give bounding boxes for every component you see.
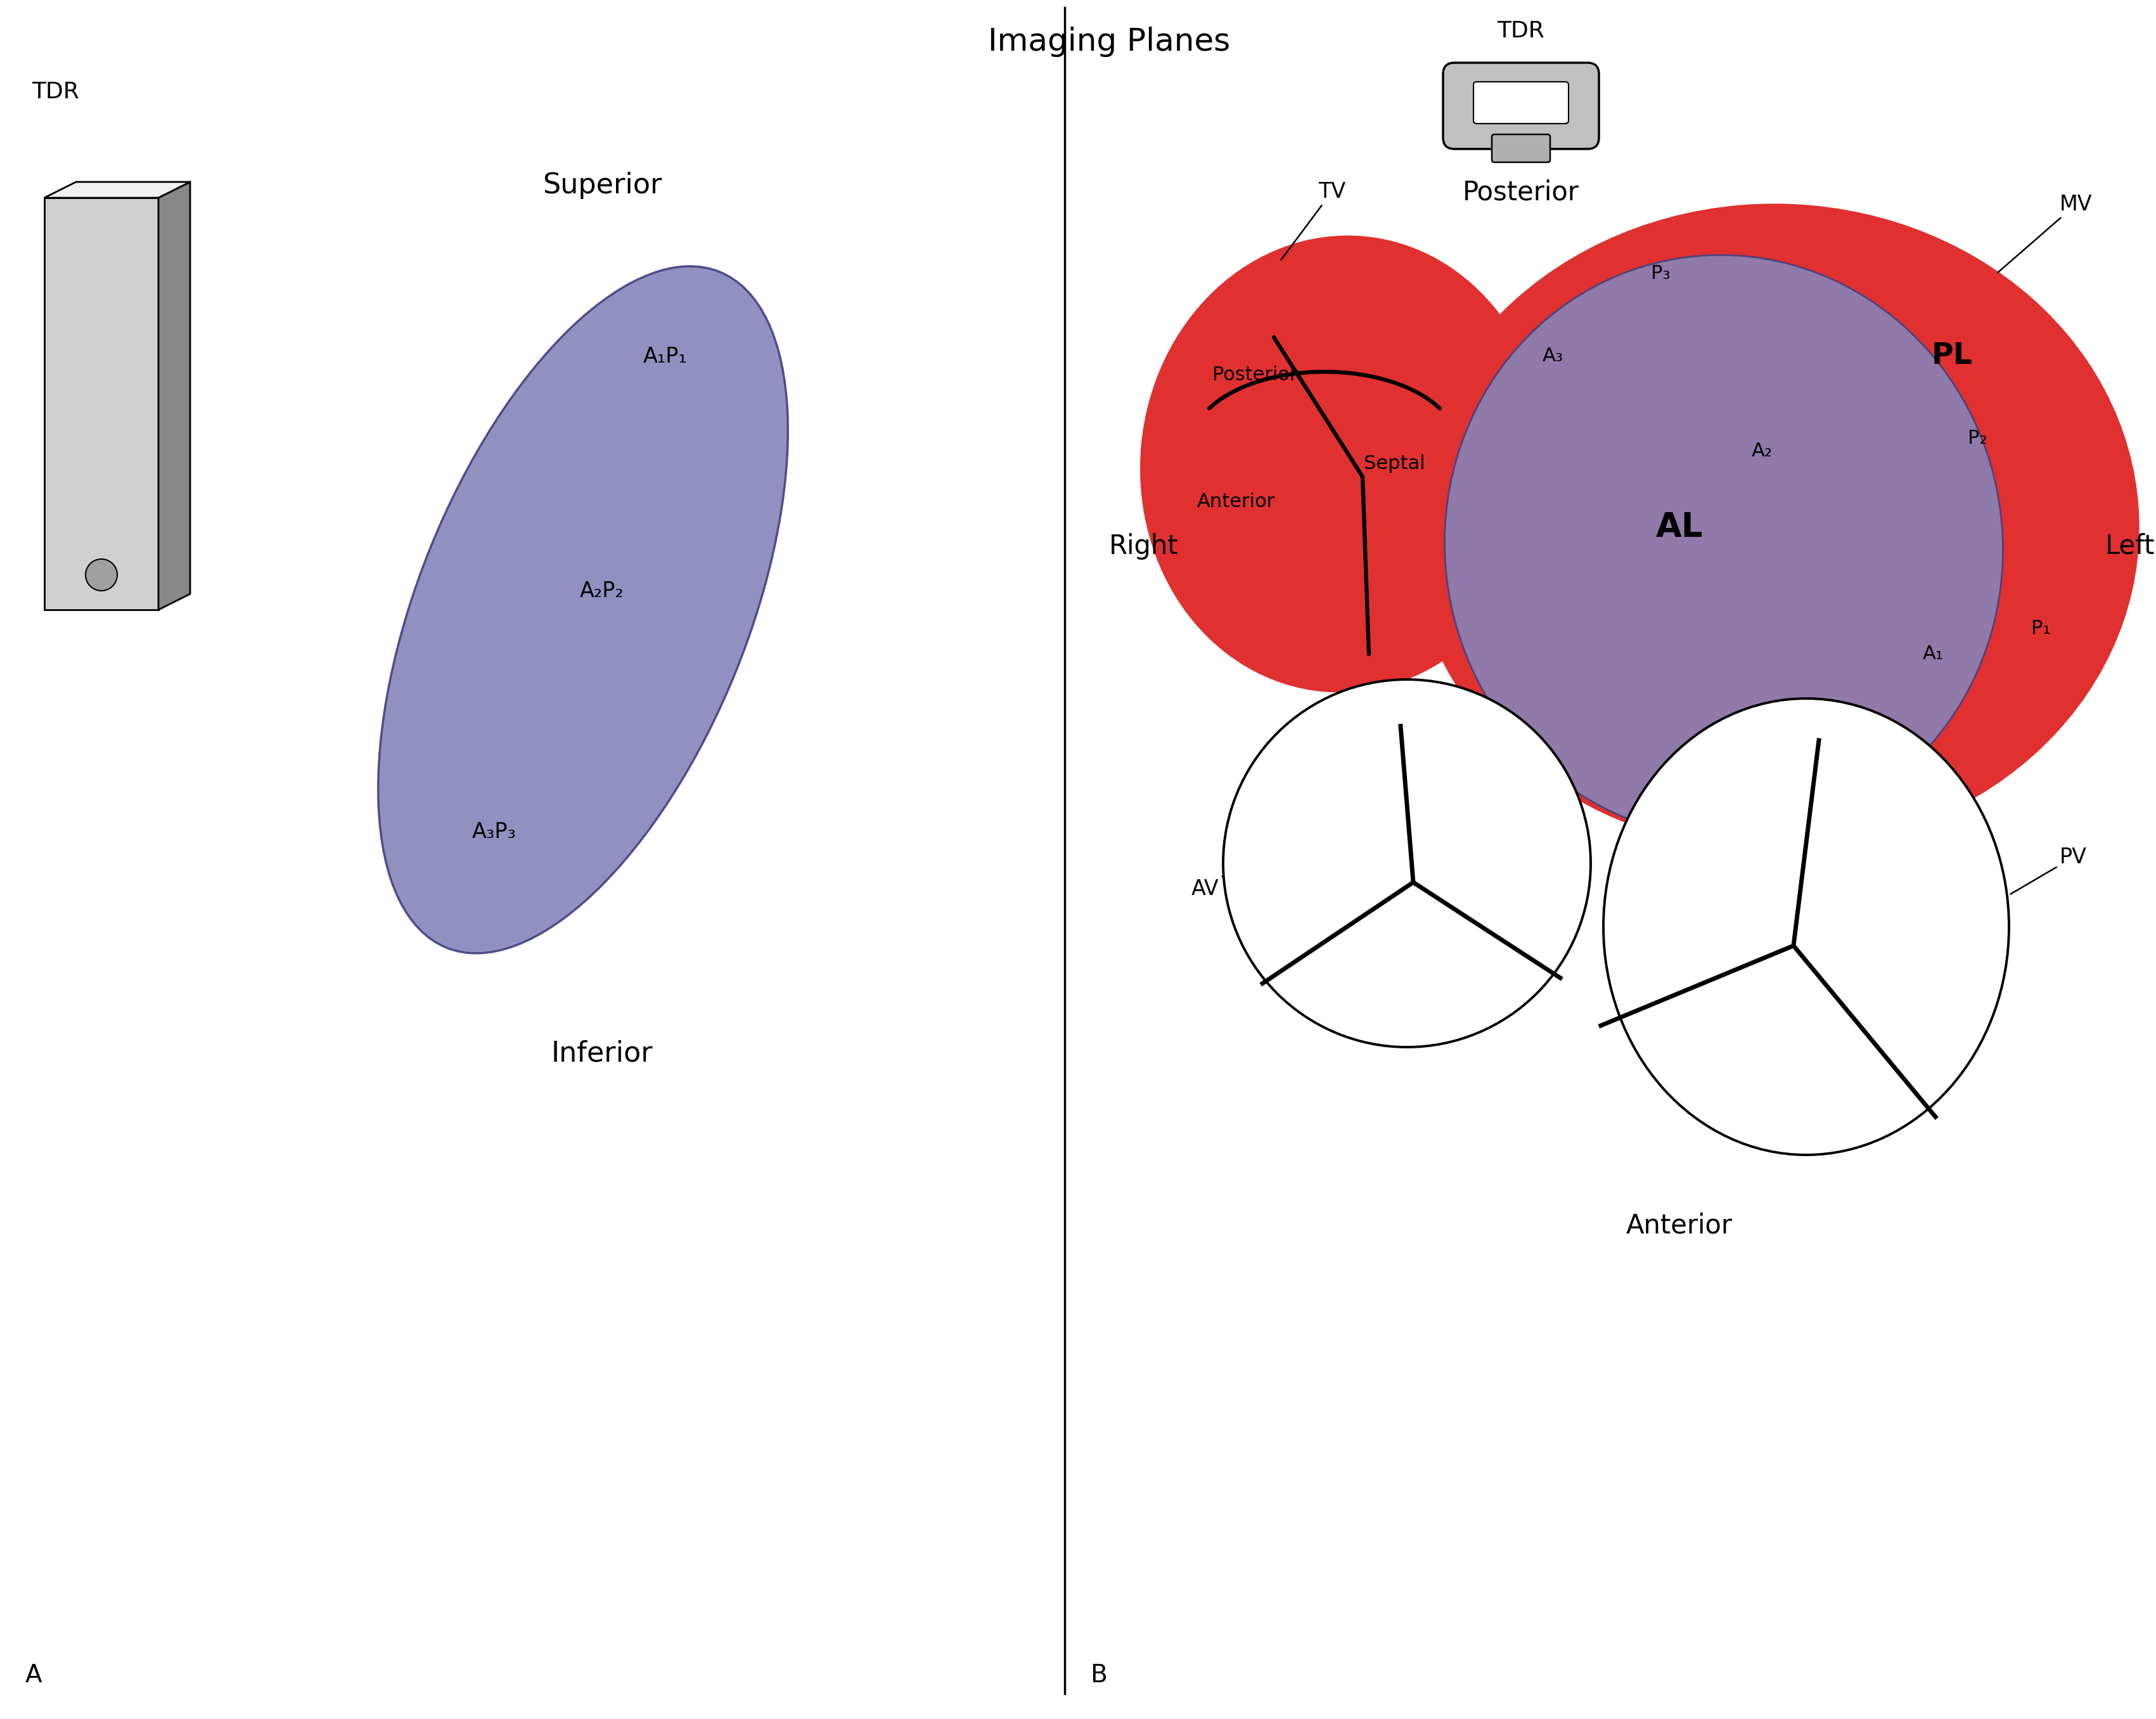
- Text: A₁P₁: A₁P₁: [642, 346, 688, 366]
- FancyBboxPatch shape: [1473, 83, 1570, 124]
- Text: LCC: LCC: [1503, 904, 1539, 923]
- FancyBboxPatch shape: [1442, 64, 1600, 150]
- Text: PV: PV: [2012, 847, 2087, 894]
- Text: PL: PL: [1932, 342, 1973, 371]
- Text: A: A: [26, 1664, 43, 1688]
- Text: AV: AV: [1192, 877, 1222, 899]
- Ellipse shape: [1445, 254, 2003, 837]
- Text: Superior: Superior: [543, 172, 662, 199]
- Text: P₁: P₁: [2031, 619, 2050, 638]
- Text: TDR: TDR: [1496, 21, 1544, 41]
- Text: A₃P₃: A₃P₃: [472, 822, 517, 842]
- Ellipse shape: [1410, 205, 2139, 851]
- Text: A₃: A₃: [1542, 347, 1563, 366]
- Text: Posterior: Posterior: [1212, 366, 1298, 385]
- FancyBboxPatch shape: [1492, 134, 1550, 162]
- Text: Left: Left: [2104, 533, 2154, 560]
- Text: Anterior: Anterior: [1197, 493, 1274, 511]
- Text: A₂P₂: A₂P₂: [580, 581, 623, 602]
- Text: Septal: Septal: [1363, 456, 1425, 473]
- Circle shape: [1222, 679, 1591, 1047]
- Text: Posterior: Posterior: [1462, 179, 1578, 205]
- Text: Right: Right: [1108, 533, 1179, 560]
- Polygon shape: [45, 198, 157, 610]
- Text: MV: MV: [1999, 194, 2091, 273]
- Text: A₁: A₁: [1923, 645, 1943, 664]
- Text: Imaging Planes: Imaging Planes: [987, 26, 1231, 57]
- Text: P₃: P₃: [1651, 265, 1671, 284]
- Text: P₂: P₂: [1968, 430, 1988, 449]
- Text: B: B: [1091, 1664, 1106, 1688]
- Text: NCC: NCC: [1386, 760, 1427, 777]
- Circle shape: [86, 559, 116, 591]
- Polygon shape: [157, 182, 190, 610]
- Text: A₂: A₂: [1751, 442, 1772, 461]
- Polygon shape: [45, 182, 190, 198]
- Text: Inferior: Inferior: [552, 1040, 653, 1067]
- Text: TV: TV: [1281, 180, 1345, 260]
- Text: AL: AL: [1656, 511, 1703, 543]
- Text: Anterior: Anterior: [1626, 1212, 1733, 1239]
- Ellipse shape: [1141, 236, 1546, 693]
- Ellipse shape: [1604, 698, 2009, 1155]
- Text: RCC: RCC: [1279, 904, 1319, 923]
- Ellipse shape: [377, 266, 787, 954]
- Text: TDR: TDR: [32, 81, 80, 103]
